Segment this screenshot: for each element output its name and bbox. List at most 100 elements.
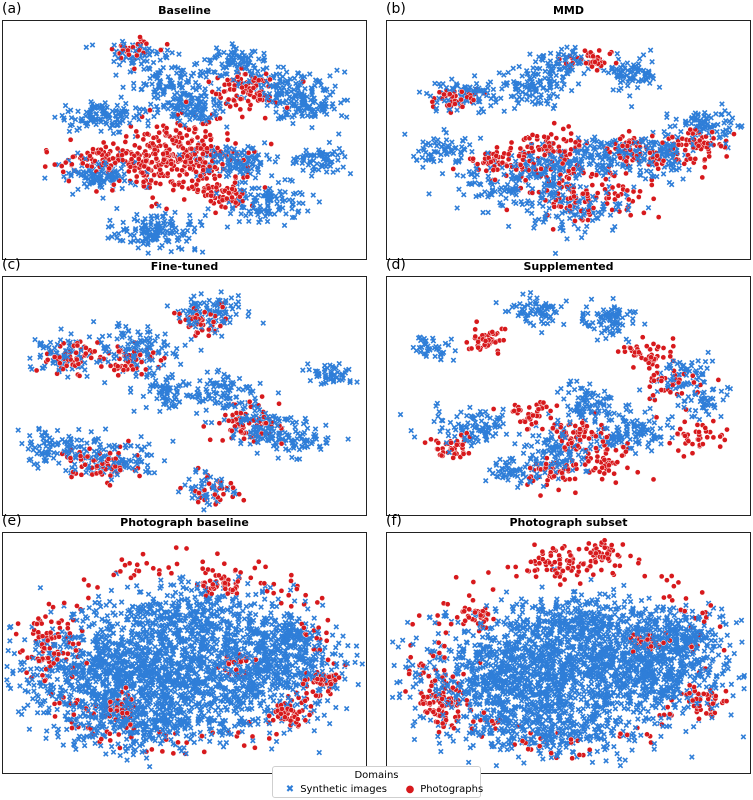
synthetic-point <box>199 222 205 229</box>
synthetic-point <box>656 84 663 90</box>
synthetic-point <box>536 54 542 60</box>
synthetic-point <box>76 426 82 433</box>
synthetic-point <box>327 73 333 79</box>
synthetic-point <box>581 70 587 77</box>
synthetic-point <box>543 210 549 217</box>
synthetic-point <box>176 51 182 57</box>
synthetic-point <box>269 98 276 104</box>
synthetic-point <box>701 109 708 116</box>
synthetic-point <box>135 245 142 251</box>
synthetic-point <box>340 164 346 170</box>
synthetic-point <box>669 141 676 147</box>
synthetic-point <box>635 78 642 85</box>
synthetic-point <box>583 138 590 145</box>
synthetic-point <box>248 211 254 217</box>
photograph-point <box>623 158 630 165</box>
synthetic-point <box>589 193 596 200</box>
synthetic-point <box>443 137 450 143</box>
synthetic-point <box>167 230 173 236</box>
synthetic-point <box>570 182 577 189</box>
synthetic-point <box>607 157 614 163</box>
synthetic-point <box>198 291 204 297</box>
synthetic-point <box>42 451 48 457</box>
synthetic-point <box>68 331 74 337</box>
synthetic-point <box>587 199 594 206</box>
synthetic-point <box>471 170 477 176</box>
synthetic-point <box>498 95 504 102</box>
synthetic-point <box>282 197 288 204</box>
synthetic-point <box>228 295 235 301</box>
synthetic-point <box>246 59 253 66</box>
synthetic-point <box>579 158 585 165</box>
photograph-point <box>565 175 572 182</box>
photograph-point <box>60 168 67 175</box>
synthetic-point <box>126 120 133 126</box>
photograph-point <box>179 184 186 190</box>
photograph-point <box>268 141 275 147</box>
photograph-point <box>470 155 476 162</box>
synthetic-point <box>191 229 198 235</box>
synthetic-point <box>551 174 557 181</box>
synthetic-point <box>609 140 615 146</box>
synthetic-point <box>121 227 127 233</box>
photograph-point <box>551 203 558 210</box>
synthetic-point <box>106 349 112 355</box>
synthetic-point <box>199 481 205 487</box>
photograph-point <box>499 159 506 166</box>
synthetic-point <box>582 149 588 156</box>
synthetic-point <box>714 129 720 135</box>
photograph-point <box>687 126 694 133</box>
synthetic-point <box>536 65 543 72</box>
synthetic-point <box>215 297 222 303</box>
synthetic-point <box>180 90 187 96</box>
synthetic-point <box>111 42 117 48</box>
synthetic-point <box>185 112 191 118</box>
photograph-point <box>67 136 74 143</box>
photograph-point <box>44 356 51 363</box>
synthetic-point <box>227 162 233 169</box>
synthetic-point <box>172 209 178 216</box>
synthetic-point <box>623 150 629 156</box>
synthetic-point <box>110 459 117 466</box>
photograph-point <box>95 149 102 156</box>
synthetic-point <box>550 164 556 171</box>
synthetic-point <box>74 127 80 134</box>
synthetic-point <box>516 174 523 181</box>
synthetic-point <box>303 104 310 110</box>
photograph-point <box>560 136 567 143</box>
synthetic-point <box>275 390 282 396</box>
photograph-point <box>119 152 125 158</box>
synthetic-point <box>145 250 151 256</box>
photograph-point <box>653 161 660 168</box>
synthetic-point <box>657 425 664 432</box>
photograph-point <box>580 190 586 197</box>
photograph-point <box>196 490 202 496</box>
synthetic-point <box>643 168 650 174</box>
synthetic-point <box>527 51 533 57</box>
synthetic-point <box>308 152 315 159</box>
photograph-point <box>135 156 142 162</box>
photograph-point <box>105 456 112 462</box>
synthetic-point <box>596 144 603 151</box>
photograph-point <box>222 204 229 211</box>
synthetic-point <box>274 200 280 207</box>
synthetic-point <box>575 60 582 66</box>
synthetic-point <box>548 68 555 74</box>
photograph-point <box>200 167 207 173</box>
synthetic-point <box>164 47 171 54</box>
synthetic-point <box>237 440 244 447</box>
synthetic-point <box>710 122 717 129</box>
synthetic-point <box>624 60 631 66</box>
photograph-point <box>517 162 524 168</box>
synthetic-point <box>637 172 644 179</box>
synthetic-point <box>192 115 198 122</box>
synthetic-point <box>98 340 105 346</box>
synthetic-point <box>275 455 281 461</box>
synthetic-point <box>603 153 609 159</box>
synthetic-point <box>653 139 659 146</box>
synthetic-point <box>227 319 233 326</box>
synthetic-point <box>680 176 686 182</box>
synthetic-point <box>292 190 299 196</box>
synthetic-point <box>628 103 635 110</box>
synthetic-point <box>288 95 295 101</box>
